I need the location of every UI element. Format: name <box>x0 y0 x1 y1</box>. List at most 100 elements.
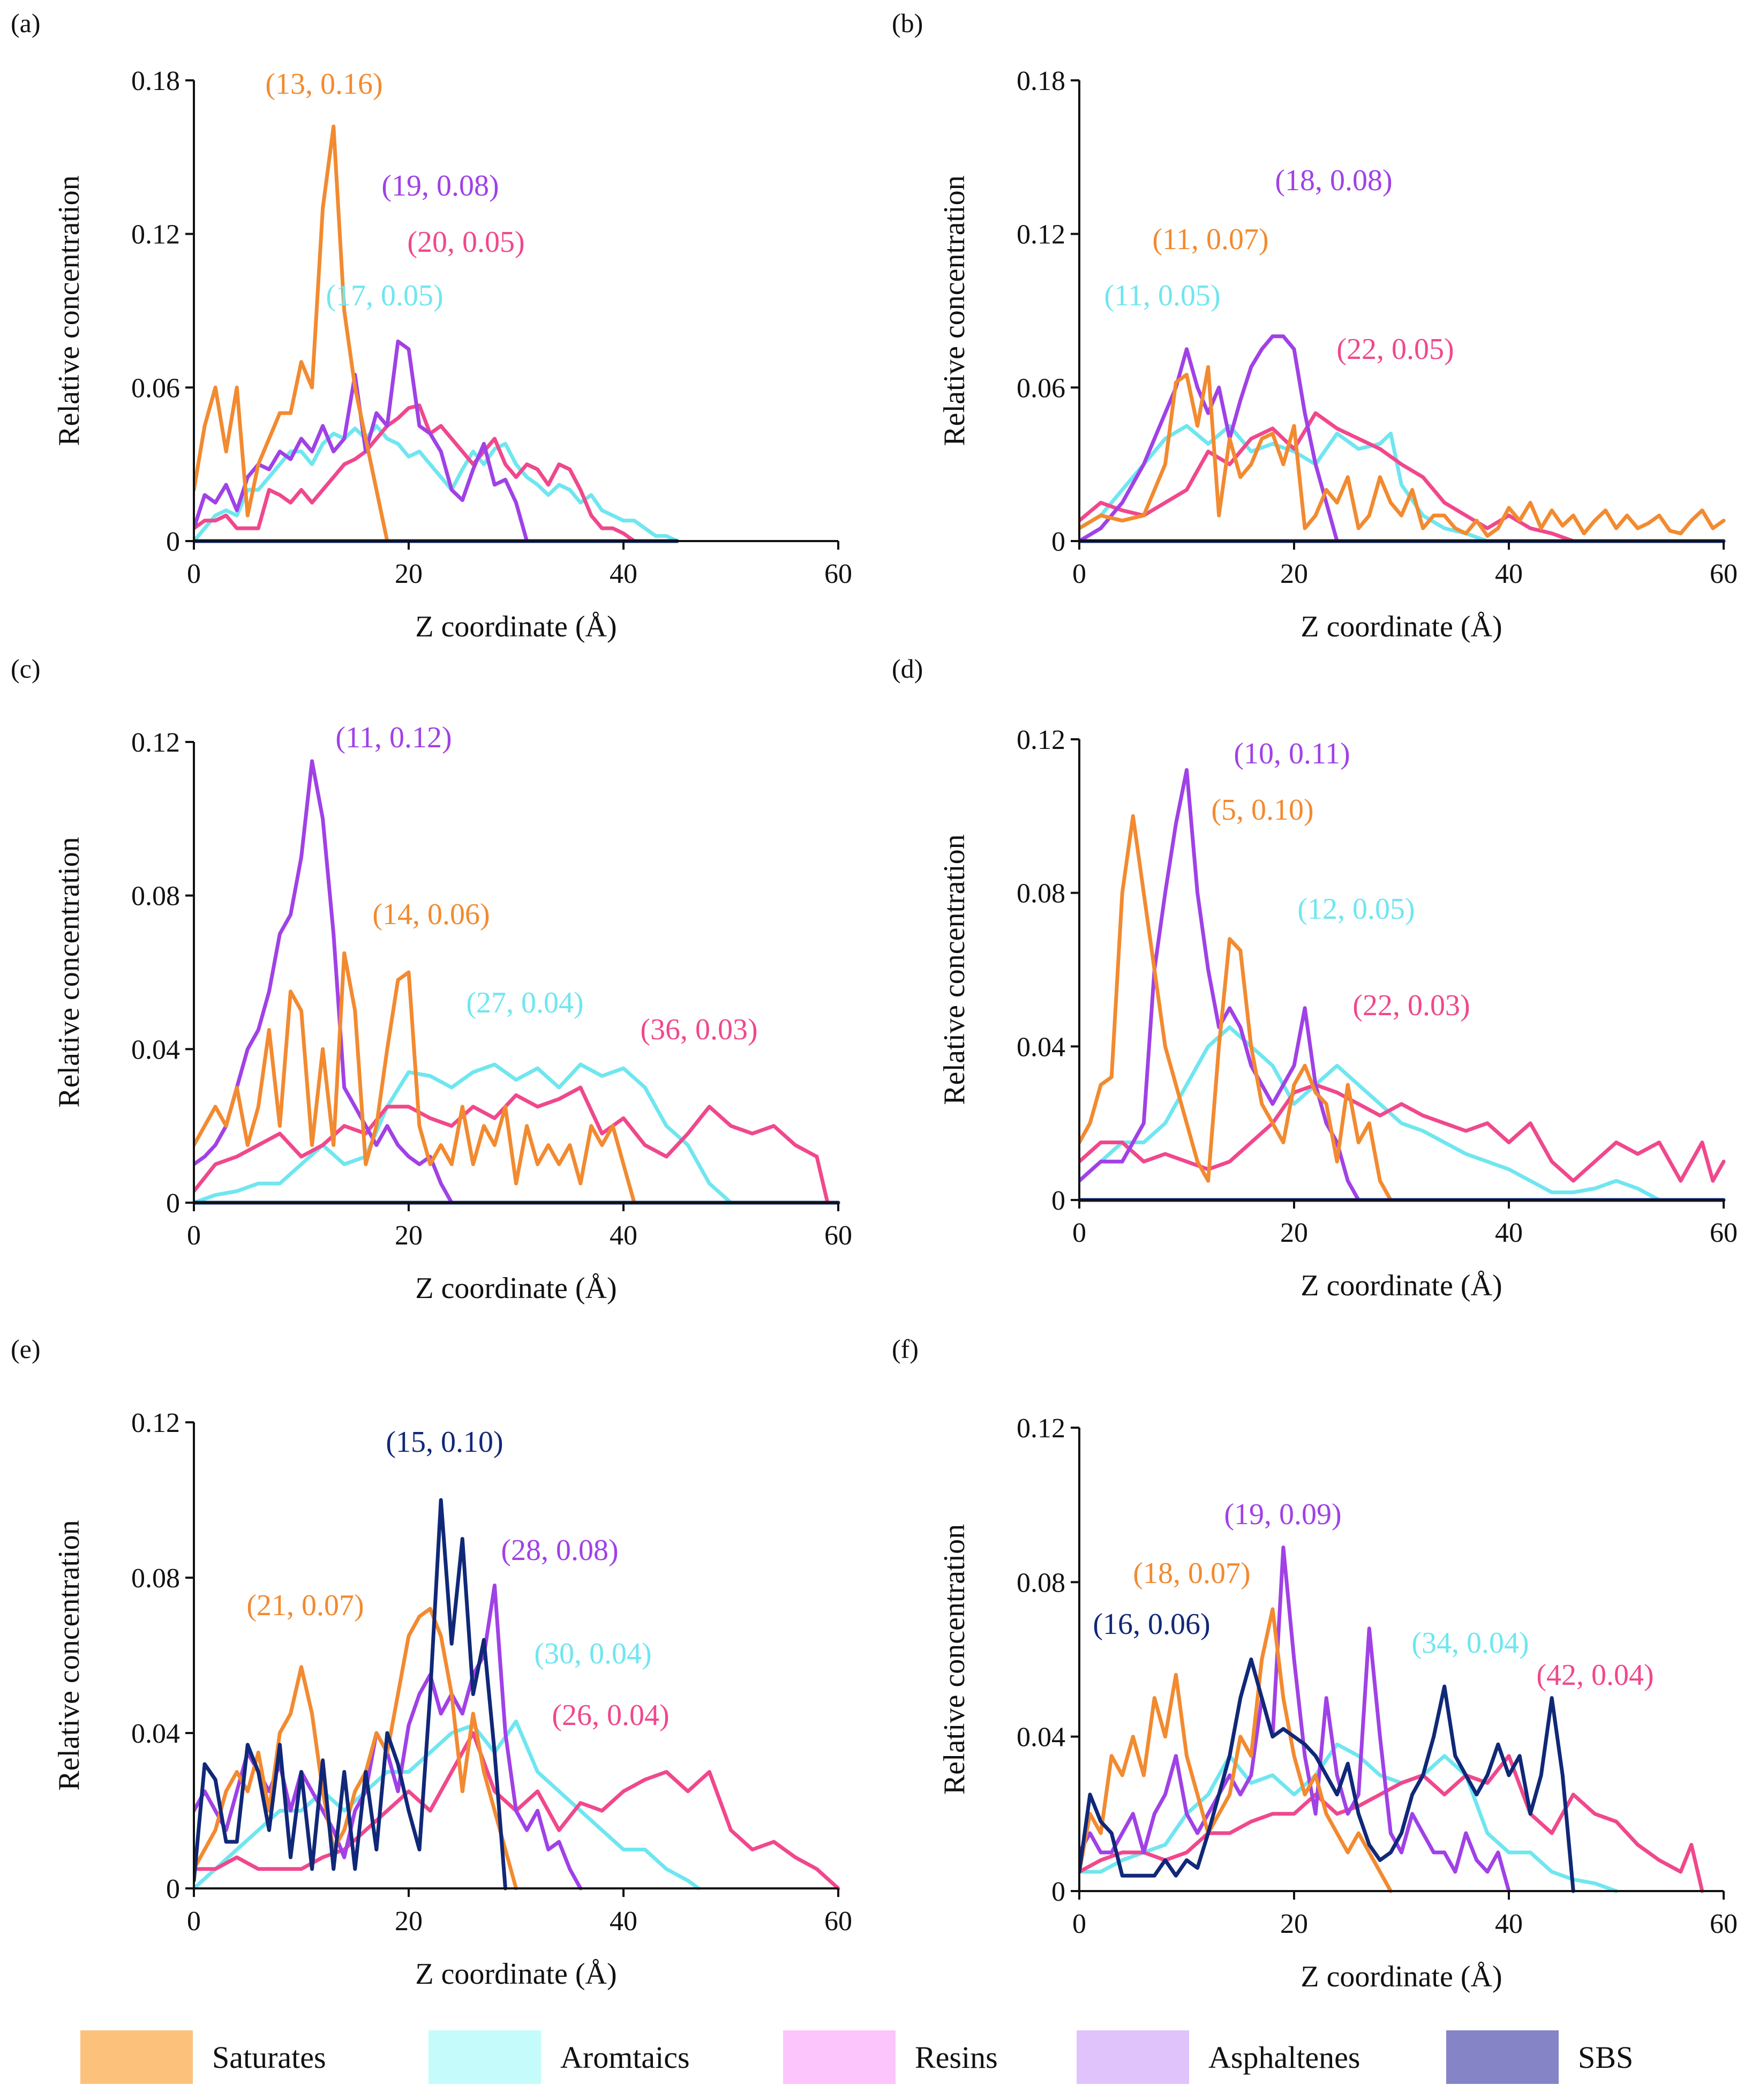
peak-annotation-resins: (42, 0.04) <box>1536 1659 1653 1692</box>
series-line-asphaltenes <box>194 339 529 543</box>
peak-annotation-aromtaics: (11, 0.05) <box>1104 279 1220 312</box>
y-tick-label: 0.12 <box>131 220 180 250</box>
legend-item-aromatics: Aromtaics <box>429 2030 690 2084</box>
peak-annotation-saturates: (18, 0.07) <box>1133 1557 1250 1590</box>
legend-label-saturates: Saturates <box>212 2039 326 2075</box>
y-axis-title: Relative concentration <box>938 1524 971 1795</box>
y-tick-label: 0.12 <box>1017 725 1065 755</box>
x-tick-label: 60 <box>824 1906 852 1937</box>
series-line-saturates <box>1079 1607 1393 1893</box>
series-line-resins <box>194 1085 830 1205</box>
y-axis-title: Relative concentration <box>52 175 86 446</box>
x-axis-title: Z coordinate (Å) <box>1301 1960 1502 1993</box>
legend-swatch-resins <box>783 2030 896 2084</box>
x-tick-label: 40 <box>610 1220 637 1251</box>
series-line-aromtaics <box>1079 1742 1618 1893</box>
series-group <box>194 1498 840 1891</box>
peak-annotation-saturates: (21, 0.07) <box>246 1589 364 1622</box>
x-tick-label: 40 <box>610 1906 637 1937</box>
legend-label-sbs: SBS <box>1578 2039 1634 2075</box>
x-axis-title: Z coordinate (Å) <box>415 610 617 643</box>
y-tick-label: 0.08 <box>1017 1568 1065 1598</box>
legend-label-aromatics: Aromtaics <box>560 2039 690 2075</box>
peak-annotation-aromtaics: (12, 0.05) <box>1297 892 1415 926</box>
x-axis-title: Z coordinate (Å) <box>1301 1269 1502 1302</box>
peak-annotation-aromtaics: (27, 0.04) <box>466 986 583 1019</box>
y-tick-label: 0.04 <box>131 1719 180 1749</box>
x-axis-title: Z coordinate (Å) <box>415 1272 617 1305</box>
series-line-sbs <box>194 1498 507 1891</box>
series-line-aromtaics <box>194 424 679 543</box>
y-tick-label: 0.12 <box>131 728 180 758</box>
y-tick-label: 0.04 <box>1017 1032 1065 1062</box>
peak-annotation-aromtaics: (34, 0.04) <box>1411 1626 1529 1660</box>
peak-annotation-resins: (20, 0.05) <box>407 226 524 259</box>
peak-annotation-sbs: (15, 0.10) <box>386 1426 503 1459</box>
y-tick-label: 0.12 <box>131 1408 180 1438</box>
peak-annotation-saturates: (13, 0.16) <box>265 68 382 101</box>
y-axis-title: Relative concentration <box>52 837 86 1107</box>
series-line-resins <box>1079 1754 1704 1893</box>
peak-annotation-aromtaics: (30, 0.04) <box>534 1637 651 1670</box>
peak-annotation-asphaltenes: (18, 0.08) <box>1275 164 1392 197</box>
x-tick-label: 20 <box>1280 1218 1308 1248</box>
peak-annotation-saturates: (11, 0.07) <box>1152 223 1268 256</box>
series-line-asphaltenes <box>194 759 454 1205</box>
x-tick-label: 0 <box>187 1906 201 1937</box>
peak-annotation-resins: (22, 0.03) <box>1352 989 1470 1022</box>
y-axis-title: Relative concentration <box>938 834 971 1105</box>
legend-swatch-aromatics <box>429 2030 541 2084</box>
x-tick-label: 60 <box>1710 1218 1738 1248</box>
y-tick-label: 0 <box>1051 1877 1065 1907</box>
panel-e: (e) 0 0.04 0.08 0.12 0 20 40 60 Z coordinate (Å) R… <box>11 1334 852 1991</box>
y-tick-label: 0 <box>166 1874 180 1904</box>
x-tick-label: 40 <box>1495 559 1523 589</box>
legend-label-resins: Resins <box>915 2039 998 2075</box>
peak-annotation-resins: (36, 0.03) <box>640 1013 757 1046</box>
x-tick-label: 20 <box>395 1220 423 1251</box>
y-tick-label: 0.08 <box>1017 879 1065 909</box>
legend-item-asphaltenes: Asphaltenes <box>1077 2030 1360 2084</box>
y-tick-label: 0 <box>1051 1186 1065 1216</box>
y-tick-label: 0 <box>166 527 180 557</box>
peak-annotation-asphaltenes: (28, 0.08) <box>501 1534 618 1567</box>
x-tick-label: 40 <box>610 559 637 589</box>
legend-swatch-sbs <box>1446 2030 1559 2084</box>
series-line-resins <box>194 403 636 543</box>
x-tick-label: 0 <box>1072 559 1086 589</box>
y-tick-label: 0.18 <box>131 66 180 96</box>
series-group <box>1079 334 1726 543</box>
y-tick-label: 0.12 <box>1017 1413 1065 1444</box>
x-axis-title: Z coordinate (Å) <box>415 1958 617 1991</box>
y-tick-label: 0.08 <box>131 1563 180 1594</box>
peak-annotation-aromtaics: (17, 0.05) <box>326 279 443 312</box>
x-tick-label: 40 <box>1495 1218 1523 1248</box>
peak-annotation-saturates: (14, 0.06) <box>372 898 490 931</box>
peak-annotation-asphaltenes: (19, 0.09) <box>1224 1498 1341 1531</box>
panel-label: (c) <box>11 654 41 684</box>
panel-label: (a) <box>11 8 41 38</box>
legend-swatch-asphaltenes <box>1077 2030 1189 2084</box>
legend: Saturates Aromtaics Resins Asphaltenes S… <box>80 2030 1687 2089</box>
x-tick-label: 0 <box>187 1220 201 1251</box>
peak-annotation-asphaltenes: (10, 0.11) <box>1234 737 1350 770</box>
panel-c: (c) 0 0.04 0.08 0.12 0 20 40 60 Z coordinate (Å) R… <box>11 654 852 1305</box>
series-group <box>194 759 840 1205</box>
x-axis-title: Z coordinate (Å) <box>1301 610 1502 643</box>
series-line-saturates <box>1079 365 1726 538</box>
legend-item-sbs: SBS <box>1446 2030 1633 2084</box>
series-line-saturates <box>1079 814 1393 1202</box>
series-line-saturates <box>194 951 636 1205</box>
y-tick-label: 0.08 <box>131 881 180 912</box>
panel-b: (b) 0 0.06 0.12 0.18 0 20 40 60 Z coordinate (Å) R… <box>892 8 1738 643</box>
series-line-aromtaics <box>1079 1025 1662 1202</box>
legend-item-resins: Resins <box>783 2030 998 2084</box>
x-tick-label: 60 <box>824 1220 852 1251</box>
x-tick-label: 60 <box>824 559 852 589</box>
series-group <box>1079 1546 1704 1893</box>
x-tick-label: 20 <box>395 559 423 589</box>
series-group <box>1079 768 1726 1202</box>
y-tick-label: 0.04 <box>131 1034 180 1065</box>
series-line-sbs <box>1079 1658 1575 1893</box>
